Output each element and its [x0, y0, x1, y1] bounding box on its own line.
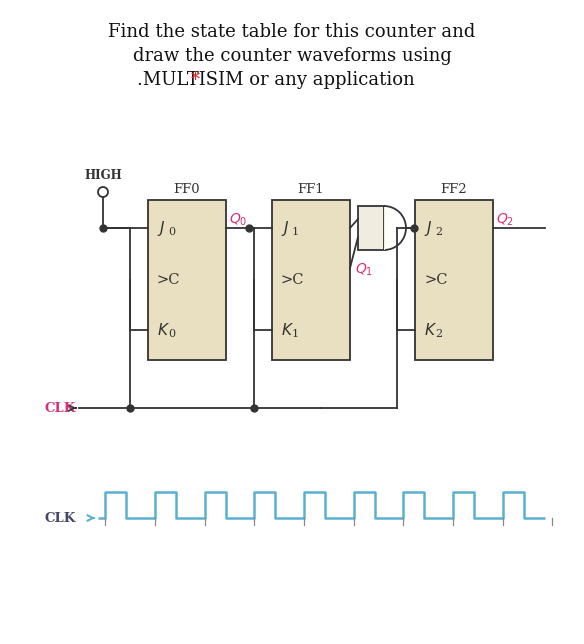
Text: 0: 0: [168, 227, 175, 237]
Text: >C: >C: [281, 273, 304, 287]
Text: $J$: $J$: [424, 218, 433, 238]
Bar: [358, 206, 384, 250]
Text: CLK: CLK: [44, 511, 76, 524]
Text: CLK: CLK: [44, 401, 76, 415]
Text: FF1: FF1: [298, 182, 324, 196]
Text: FF0: FF0: [173, 182, 200, 196]
Text: 2: 2: [435, 329, 442, 339]
Text: *: *: [190, 71, 200, 89]
Text: 1: 1: [292, 329, 299, 339]
Text: $K$: $K$: [157, 322, 170, 338]
Text: draw the counter waveforms using: draw the counter waveforms using: [133, 47, 451, 65]
Text: >C: >C: [424, 273, 447, 287]
Text: $K$: $K$: [281, 322, 294, 338]
Text: $Q_0$: $Q_0$: [229, 212, 248, 228]
Bar: [415, 200, 493, 360]
Text: 2: 2: [435, 227, 442, 237]
Text: $K$: $K$: [424, 322, 437, 338]
Text: 1: 1: [292, 227, 299, 237]
Text: $J$: $J$: [157, 218, 165, 238]
Text: .MULTISIM or any application: .MULTISIM or any application: [137, 71, 415, 89]
Text: HIGH: HIGH: [84, 169, 122, 182]
Text: $Q_1$: $Q_1$: [355, 262, 373, 278]
Text: $J$: $J$: [281, 218, 290, 238]
Text: Find the state table for this counter and: Find the state table for this counter an…: [108, 23, 476, 41]
Text: $Q_2$: $Q_2$: [496, 212, 514, 228]
Text: >C: >C: [157, 273, 180, 287]
Bar: [148, 200, 226, 360]
Text: FF2: FF2: [441, 182, 467, 196]
Text: 0: 0: [168, 329, 175, 339]
Bar: [272, 200, 350, 360]
